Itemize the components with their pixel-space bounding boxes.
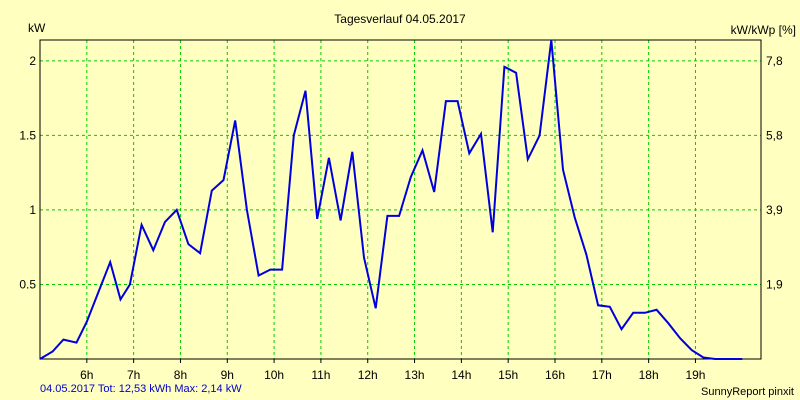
x-tick-label: 17h — [592, 368, 612, 382]
x-tick-label: 6h — [80, 368, 93, 382]
y-tick-label-right: 3,9 — [766, 203, 783, 217]
x-tick-label: 19h — [685, 368, 705, 382]
y-tick-label-left: 1 — [29, 203, 36, 217]
chart-title: Tagesverlauf 04.05.2017 — [334, 12, 466, 26]
y-axis-right-label: kW/kWp [%] — [731, 23, 796, 37]
y-tick-label-right: 7,8 — [766, 54, 783, 68]
x-tick-label: 8h — [174, 368, 187, 382]
x-tick-label: 14h — [451, 368, 471, 382]
series-layer — [39, 39, 743, 360]
y-tick-label-left: 1.5 — [19, 128, 36, 142]
y-axis-left-label: kW — [28, 21, 46, 35]
x-tick-label: 9h — [221, 368, 234, 382]
x-tick-label: 16h — [545, 368, 565, 382]
footer-brand: SunnyReport pinxit — [701, 386, 794, 398]
y-tick-label-left: 0.5 — [19, 277, 36, 291]
x-axis-ticks: 6h 7h 8h 9h 10h 11h 12h 13h 14h 15h 16h 17h 18h 19h — [80, 359, 705, 382]
plot-area-frame — [39, 39, 762, 360]
x-tick-label: 13h — [405, 368, 425, 382]
y-tick-label-left: 2 — [29, 54, 36, 68]
y-axis-ticks: 0.5 1,9 1 3,9 1.5 5,8 2 7,8 — [19, 54, 783, 292]
y-tick-label-right: 1,9 — [766, 277, 783, 291]
series-line — [39, 39, 743, 360]
x-tick-label: 7h — [127, 368, 140, 382]
x-tick-label: 18h — [639, 368, 659, 382]
x-tick-label: 12h — [358, 368, 378, 382]
x-tick-label: 15h — [498, 368, 518, 382]
footer-summary: 04.05.2017 Tot: 12,53 kWh Max: 2,14 kW — [40, 383, 242, 395]
x-tick-label: 11h — [311, 368, 330, 382]
x-tick-label: 10h — [264, 368, 284, 382]
y-tick-label-right: 5,8 — [766, 128, 783, 142]
